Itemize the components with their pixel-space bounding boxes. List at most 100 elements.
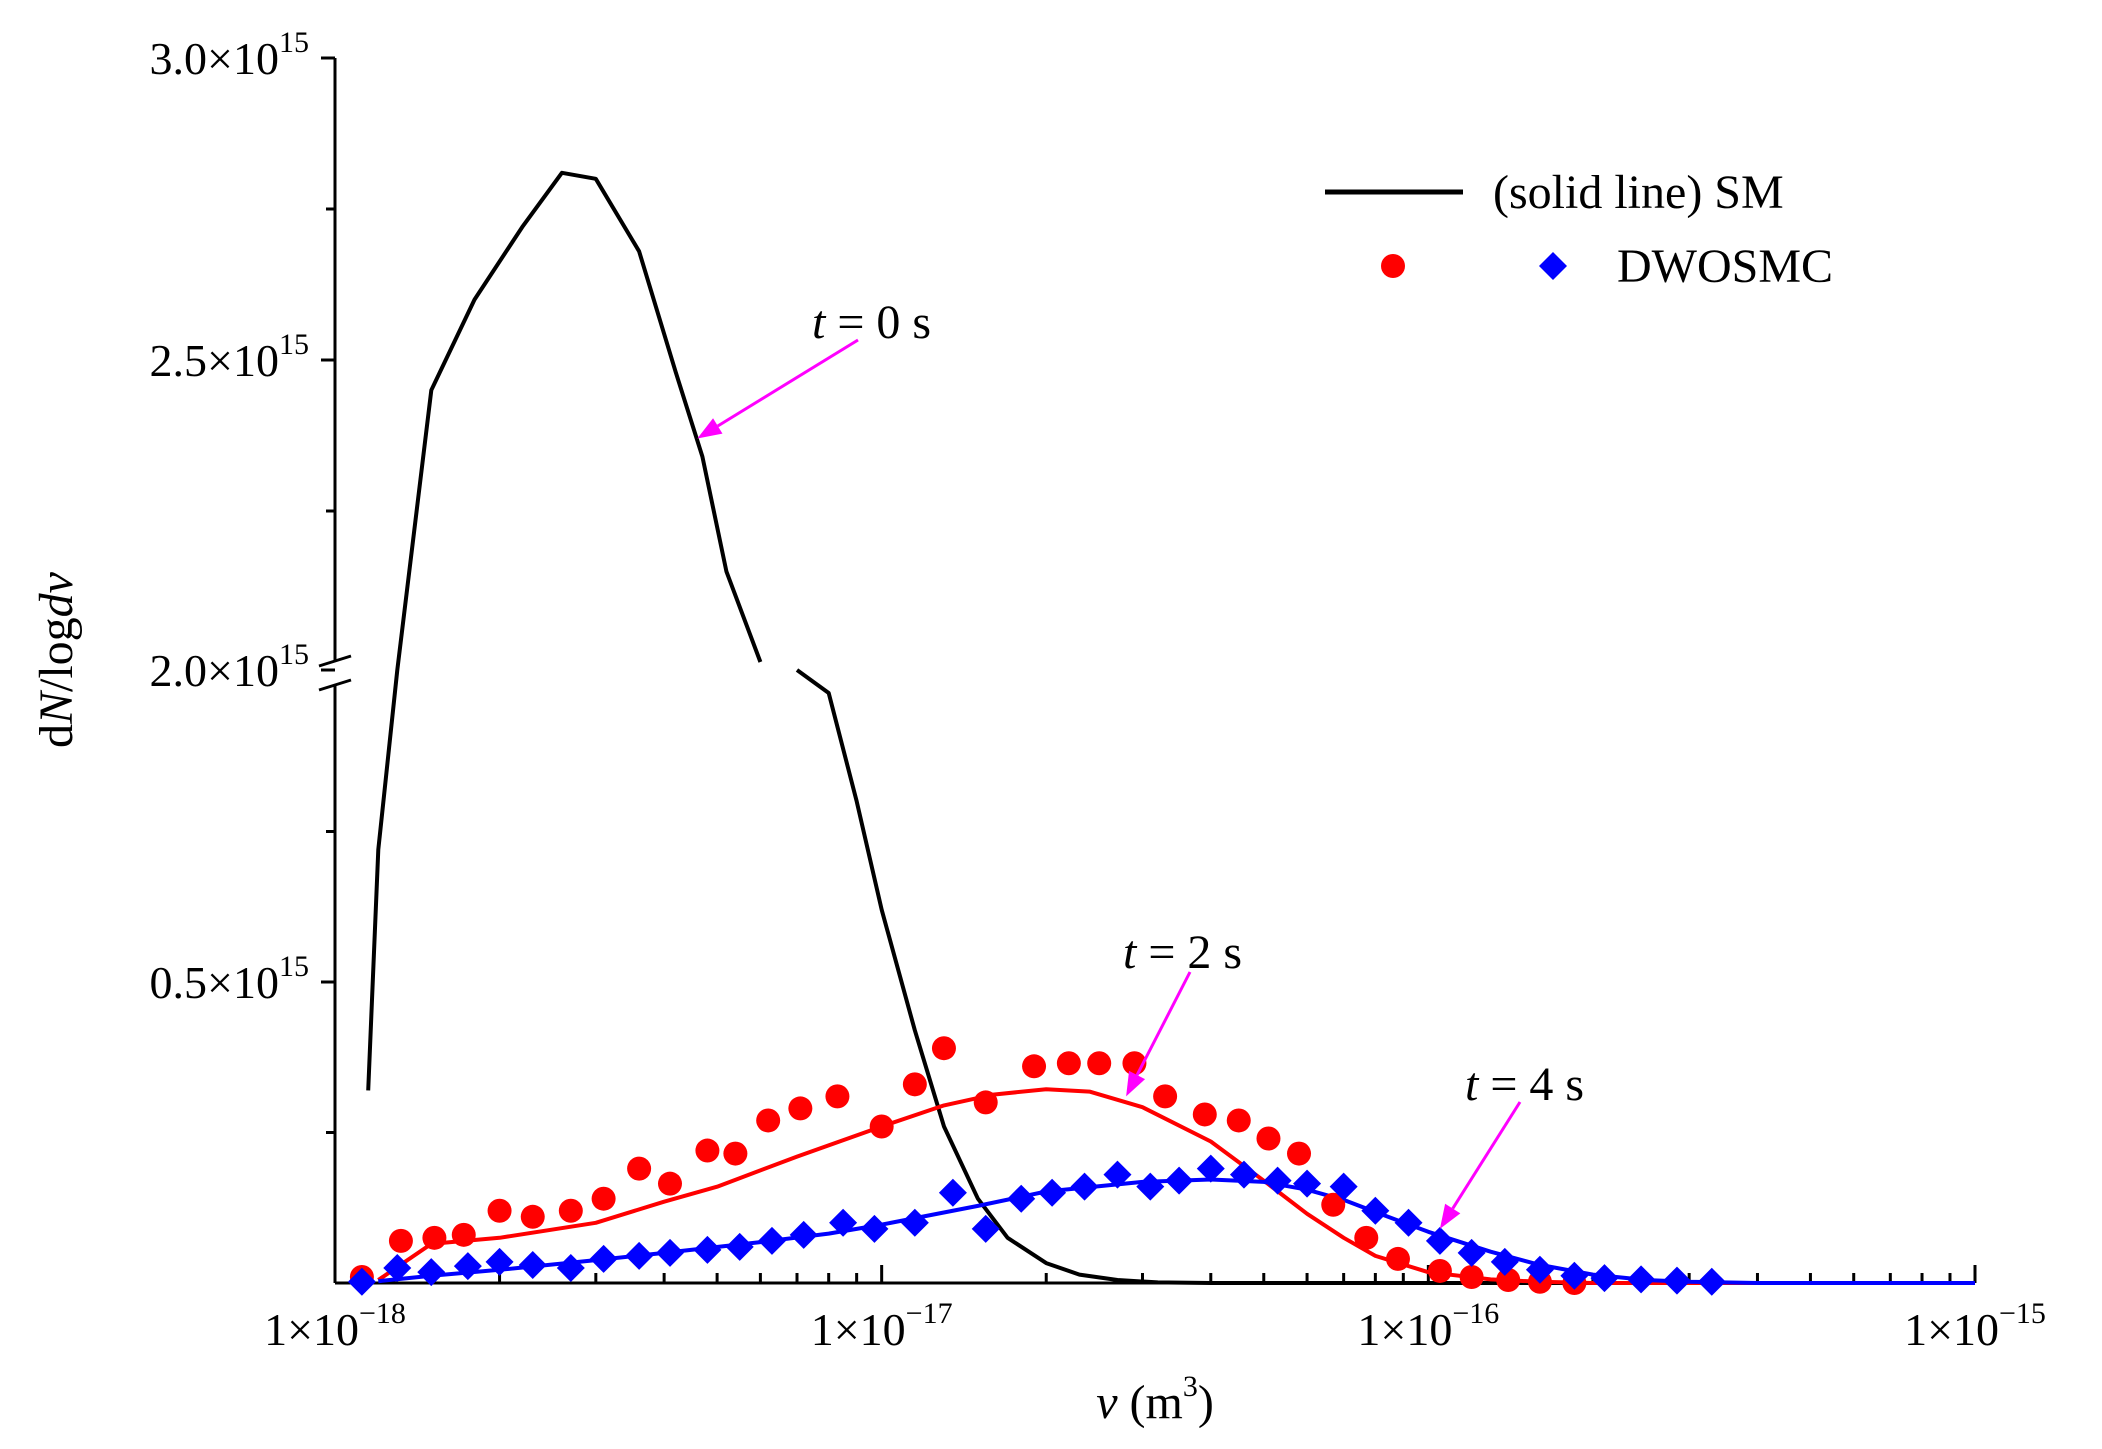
marker-dwosmc-t4 (518, 1250, 547, 1279)
marker-dwosmc-t2 (1385, 1246, 1410, 1271)
marker-dwosmc-t4 (383, 1253, 412, 1282)
marker-dwosmc-t2 (1496, 1267, 1521, 1292)
marker-dwosmc-t2 (869, 1114, 894, 1139)
marker-dwosmc-t4 (693, 1235, 722, 1264)
annotation-layer: t = 0 s t = 2 s t = 4 s (697, 296, 1584, 1229)
marker-dwosmc-t4 (1662, 1266, 1691, 1295)
marker-dwosmc-t4 (1490, 1247, 1519, 1276)
arrow-head (697, 418, 723, 439)
marker-dwosmc-t4 (1070, 1172, 1099, 1201)
marker-dwosmc-t2 (591, 1186, 616, 1211)
marker-dwosmc-t2 (1022, 1054, 1047, 1079)
marker-dwosmc-t2 (695, 1138, 720, 1163)
annotation-t2-arrow (1126, 971, 1192, 1097)
series-line-sm-t0-lower (795, 668, 1975, 1285)
marker-dwosmc-t4 (1329, 1172, 1358, 1201)
series-line-sm-t0-upper (366, 170, 763, 1091)
x-tick-label: 1×10−18 (264, 1297, 406, 1355)
marker-dwosmc-t4 (1038, 1178, 1067, 1207)
marker-dwosmc-t2 (520, 1204, 545, 1229)
marker-dwosmc-t4 (1697, 1267, 1726, 1296)
marker-dwosmc-t4 (589, 1244, 618, 1273)
marker-dwosmc-t2 (487, 1198, 512, 1223)
marker-dwosmc-t2 (558, 1198, 583, 1223)
marker-dwosmc-t2 (788, 1096, 813, 1121)
marker-dwosmc-t2 (1287, 1141, 1312, 1166)
x-tick-label: 1×10−16 (1357, 1297, 1499, 1355)
marker-dwosmc-t4 (1263, 1166, 1292, 1195)
marker-dwosmc-t2 (627, 1156, 652, 1181)
marker-dwosmc-t4 (625, 1241, 654, 1270)
marker-dwosmc-t4 (556, 1253, 585, 1282)
marker-dwosmc-t4 (789, 1220, 818, 1249)
marker-dwosmc-t2 (1087, 1051, 1112, 1076)
marker-dwosmc-t2 (931, 1036, 956, 1061)
marker-dwosmc-t4 (1457, 1238, 1486, 1267)
marker-dwosmc-t4 (485, 1247, 514, 1276)
arrow-head (1126, 1070, 1146, 1097)
x-tick-label: 1×10−17 (811, 1297, 953, 1355)
x-tick-label: 1×10−15 (1904, 1297, 2046, 1355)
annotation-t0-arrow (697, 338, 859, 439)
arrow-head (1439, 1203, 1461, 1229)
arrow-shaft (716, 338, 859, 428)
marker-dwosmc-t2 (1321, 1192, 1346, 1217)
marker-dwosmc-t4 (1229, 1160, 1258, 1189)
marker-dwosmc-t4 (725, 1232, 754, 1261)
marker-dwosmc-t2 (422, 1225, 447, 1250)
legend-line-label: (solid line) SM (1493, 166, 1784, 219)
legend-diamond-swatch (1539, 252, 1567, 280)
marker-dwosmc-t4 (1293, 1169, 1322, 1198)
marker-dwosmc-t4 (1361, 1196, 1390, 1225)
y-tick-label: 2.0×1015 (150, 638, 309, 696)
arrow-shaft (1451, 1101, 1522, 1210)
axes-layer: 0.5×1015 2.0×1015 2.5×1015 3.0×1015 1×10−18 1… (30, 26, 2046, 1429)
annotation-t4-label: t = 4 s (1465, 1058, 1584, 1111)
marker-dwosmc-t2 (1153, 1084, 1178, 1109)
series-layer (347, 170, 1975, 1296)
marker-dwosmc-t4 (757, 1226, 786, 1255)
marker-dwosmc-t4 (1165, 1166, 1194, 1195)
marker-dwosmc-t2 (657, 1171, 682, 1196)
marker-dwosmc-t4 (1425, 1226, 1454, 1255)
marker-dwosmc-t2 (1427, 1258, 1452, 1283)
marker-dwosmc-t4 (1525, 1255, 1554, 1284)
marker-dwosmc-t2 (756, 1108, 781, 1133)
marker-dwosmc-t4 (453, 1252, 482, 1281)
marker-dwosmc-t4 (1007, 1184, 1036, 1213)
marker-dwosmc-t4 (1136, 1172, 1165, 1201)
marker-dwosmc-t4 (860, 1214, 889, 1243)
marker-dwosmc-t4 (938, 1178, 967, 1207)
legend-circle-swatch (1381, 254, 1405, 278)
legend: (solid line) SM DWOSMC (1325, 166, 1833, 293)
marker-dwosmc-t2 (1354, 1225, 1379, 1250)
marker-dwosmc-t2 (451, 1222, 476, 1247)
axis-break-mark (318, 654, 352, 668)
marker-dwosmc-t2 (1056, 1051, 1081, 1076)
marker-dwosmc-t2 (388, 1228, 413, 1253)
annotation-t0-label: t = 0 s (812, 296, 931, 349)
marker-dwosmc-t2 (1226, 1108, 1251, 1133)
marker-dwosmc-t4 (900, 1208, 929, 1237)
marker-dwosmc-t4 (1196, 1154, 1225, 1183)
y-tick-label: 3.0×1015 (150, 26, 309, 84)
x-axis-label: v (m3) (1096, 1370, 1214, 1429)
marker-dwosmc-t2 (825, 1084, 850, 1109)
marker-dwosmc-t2 (1192, 1102, 1217, 1127)
marker-dwosmc-t4 (1394, 1208, 1423, 1237)
marker-dwosmc-t2 (973, 1090, 998, 1115)
y-tick-label: 0.5×1015 (150, 950, 309, 1008)
marker-dwosmc-t4 (1627, 1265, 1656, 1294)
y-tick-label: 2.5×1015 (150, 328, 309, 386)
marker-dwosmc-t2 (1256, 1126, 1281, 1151)
marker-dwosmc-t2 (723, 1141, 748, 1166)
annotation-t4-arrow (1439, 1101, 1522, 1229)
marker-dwosmc-t4 (655, 1238, 684, 1267)
annotation-t2-label: t = 2 s (1123, 926, 1242, 979)
legend-marker-label: DWOSMC (1617, 240, 1833, 293)
y-axis-label: dN/logdv (30, 571, 83, 748)
marker-dwosmc-t4 (417, 1258, 446, 1287)
marker-dwosmc-t2 (1459, 1264, 1484, 1289)
